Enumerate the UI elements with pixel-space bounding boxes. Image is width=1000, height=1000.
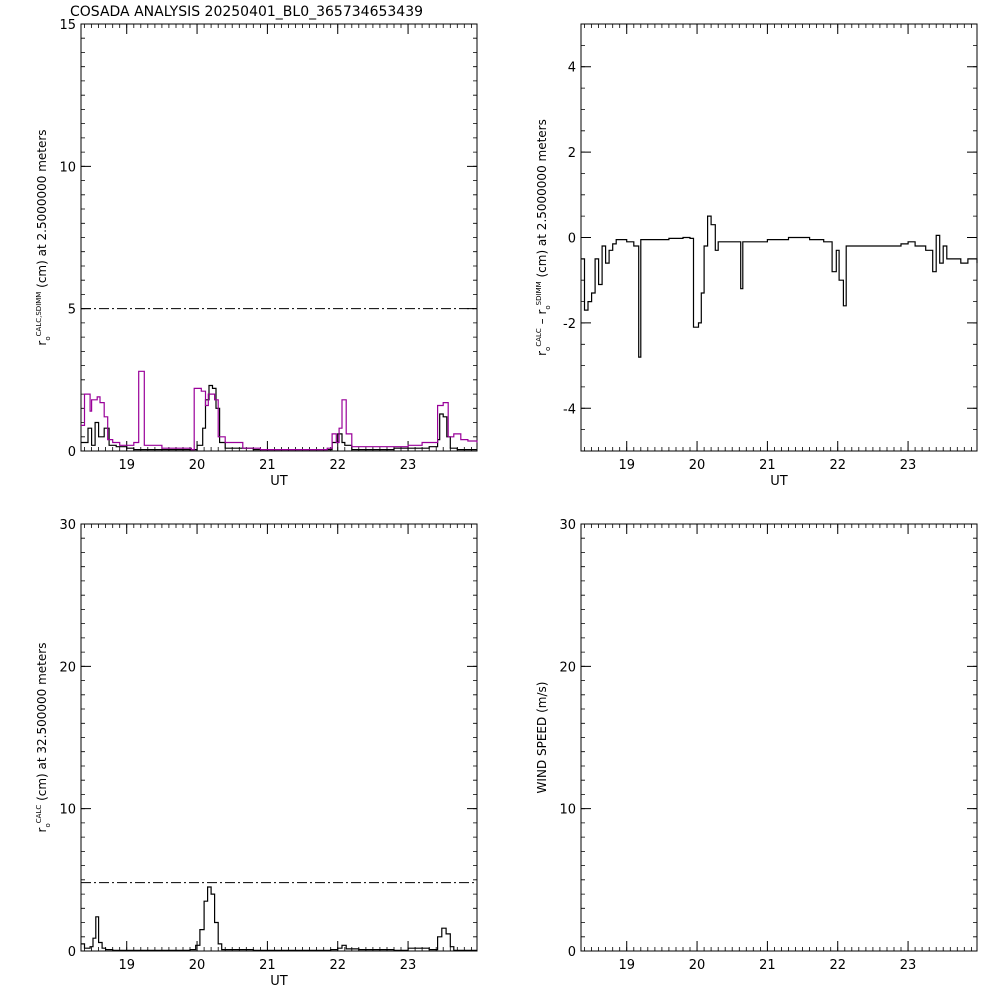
y-tick-label: 10 bbox=[559, 803, 576, 818]
y-axis-label-part: (cm) at 32.500000 meters bbox=[35, 643, 49, 805]
y-tick-label: 4 bbox=[568, 61, 576, 76]
y-tick-label: 5 bbox=[68, 303, 76, 318]
series-line-1 bbox=[81, 384, 477, 451]
x-tick-label: 20 bbox=[189, 458, 206, 473]
x-tick-label: 19 bbox=[118, 958, 135, 973]
y-tick-label: 20 bbox=[559, 660, 576, 675]
x-tick-label: 21 bbox=[759, 958, 776, 973]
minor-ticks bbox=[581, 23, 977, 452]
series-line-1 bbox=[81, 886, 477, 951]
x-tick-label: 22 bbox=[829, 958, 846, 973]
y-tick-label: -2 bbox=[563, 317, 576, 332]
x-axis-label: UT bbox=[270, 474, 288, 489]
minor-ticks bbox=[81, 523, 477, 952]
y-axis-label-part: o bbox=[544, 305, 552, 309]
minor-ticks bbox=[81, 23, 477, 452]
y-tick-label: 2 bbox=[568, 146, 576, 161]
x-tick-label: 19 bbox=[118, 458, 135, 473]
x-tick-label: 23 bbox=[400, 958, 417, 973]
y-tick-label: 20 bbox=[59, 660, 76, 675]
y-axis-label: roCALC (cm) at 32.500000 meters bbox=[35, 643, 52, 833]
x-tick-label: 23 bbox=[900, 958, 917, 973]
y-tick-label: 0 bbox=[568, 945, 576, 960]
y-axis-label-part: o bbox=[44, 823, 52, 827]
y-axis-label-part: r bbox=[535, 351, 549, 356]
x-axis-label: UT bbox=[770, 474, 788, 489]
x-tick-label: 22 bbox=[829, 458, 846, 473]
y-tick-label: 30 bbox=[559, 518, 576, 533]
y-axis-label-part: CALC bbox=[35, 805, 43, 824]
y-tick-label: 0 bbox=[568, 232, 576, 247]
y-tick-label: 10 bbox=[59, 803, 76, 818]
x-tick-label: 21 bbox=[259, 458, 276, 473]
plot-frame bbox=[80, 23, 478, 452]
y-tick-label: 10 bbox=[59, 160, 76, 175]
x-tick-label: 22 bbox=[329, 958, 346, 973]
y-axis-label-part: (cm) at 2.5000000 meters bbox=[35, 129, 49, 291]
plot-frame bbox=[580, 23, 978, 452]
x-tick-label: 23 bbox=[900, 458, 917, 473]
panel-top-left: 19 20 21 22 23 0 5 10 15 UT roCALC,SDIMM (cm) at 2… bbox=[35, 18, 478, 489]
panel-bottom-left: 19 20 21 22 23 0 10 20 30 UT roCALC (cm) at 32.500… bbox=[35, 518, 478, 989]
figure-title: COSADA ANALYSIS 20250401_BL0_36573465343… bbox=[70, 4, 423, 20]
y-tick-label: 0 bbox=[68, 445, 76, 460]
panel-bottom-right: 19 20 21 22 23 0 10 20 30 WIND SPEED (m/s) bbox=[535, 518, 978, 973]
x-tick-label: 19 bbox=[618, 458, 635, 473]
y-axis-label-part: o bbox=[44, 336, 52, 340]
y-tick-label: 30 bbox=[59, 518, 76, 533]
x-tick-label: 21 bbox=[259, 958, 276, 973]
y-tick-label: 0 bbox=[68, 945, 76, 960]
x-tick-label: 19 bbox=[618, 958, 635, 973]
y-axis-label-part: CALC bbox=[535, 328, 543, 347]
y-axis-label: WIND SPEED (m/s) bbox=[535, 682, 549, 794]
x-tick-label: 20 bbox=[689, 458, 706, 473]
x-axis-label: UT bbox=[270, 974, 288, 989]
y-axis-label-part: CALC,SDIMM bbox=[35, 292, 43, 337]
y-axis-label-part: r bbox=[35, 341, 49, 346]
x-tick-label: 23 bbox=[400, 458, 417, 473]
x-tick-label: 20 bbox=[689, 958, 706, 973]
series-line-2 bbox=[81, 370, 478, 451]
plot-frame bbox=[80, 523, 478, 952]
series-line-1 bbox=[581, 215, 978, 358]
plot-frame bbox=[580, 523, 978, 952]
y-axis-label-part: r bbox=[35, 827, 49, 832]
x-tick-label: 20 bbox=[189, 958, 206, 973]
y-axis-label: roCALC – roSDIMM (cm) at 2.5000000 meter… bbox=[535, 119, 552, 356]
x-tick-label: 22 bbox=[329, 458, 346, 473]
minor-ticks bbox=[581, 523, 977, 952]
y-axis-label-part: – r bbox=[535, 310, 549, 329]
y-axis-label-part: o bbox=[544, 347, 552, 351]
y-axis-label: roCALC,SDIMM (cm) at 2.5000000 meters bbox=[35, 129, 52, 345]
y-axis-label-part: (cm) at 2.5000000 meters bbox=[535, 119, 549, 281]
x-tick-label: 21 bbox=[759, 458, 776, 473]
y-tick-label: -4 bbox=[563, 402, 576, 417]
y-axis-label-part: SDIMM bbox=[535, 281, 543, 305]
y-tick-label: 15 bbox=[59, 18, 76, 33]
y-axis-label-part: WIND SPEED (m/s) bbox=[535, 682, 549, 794]
